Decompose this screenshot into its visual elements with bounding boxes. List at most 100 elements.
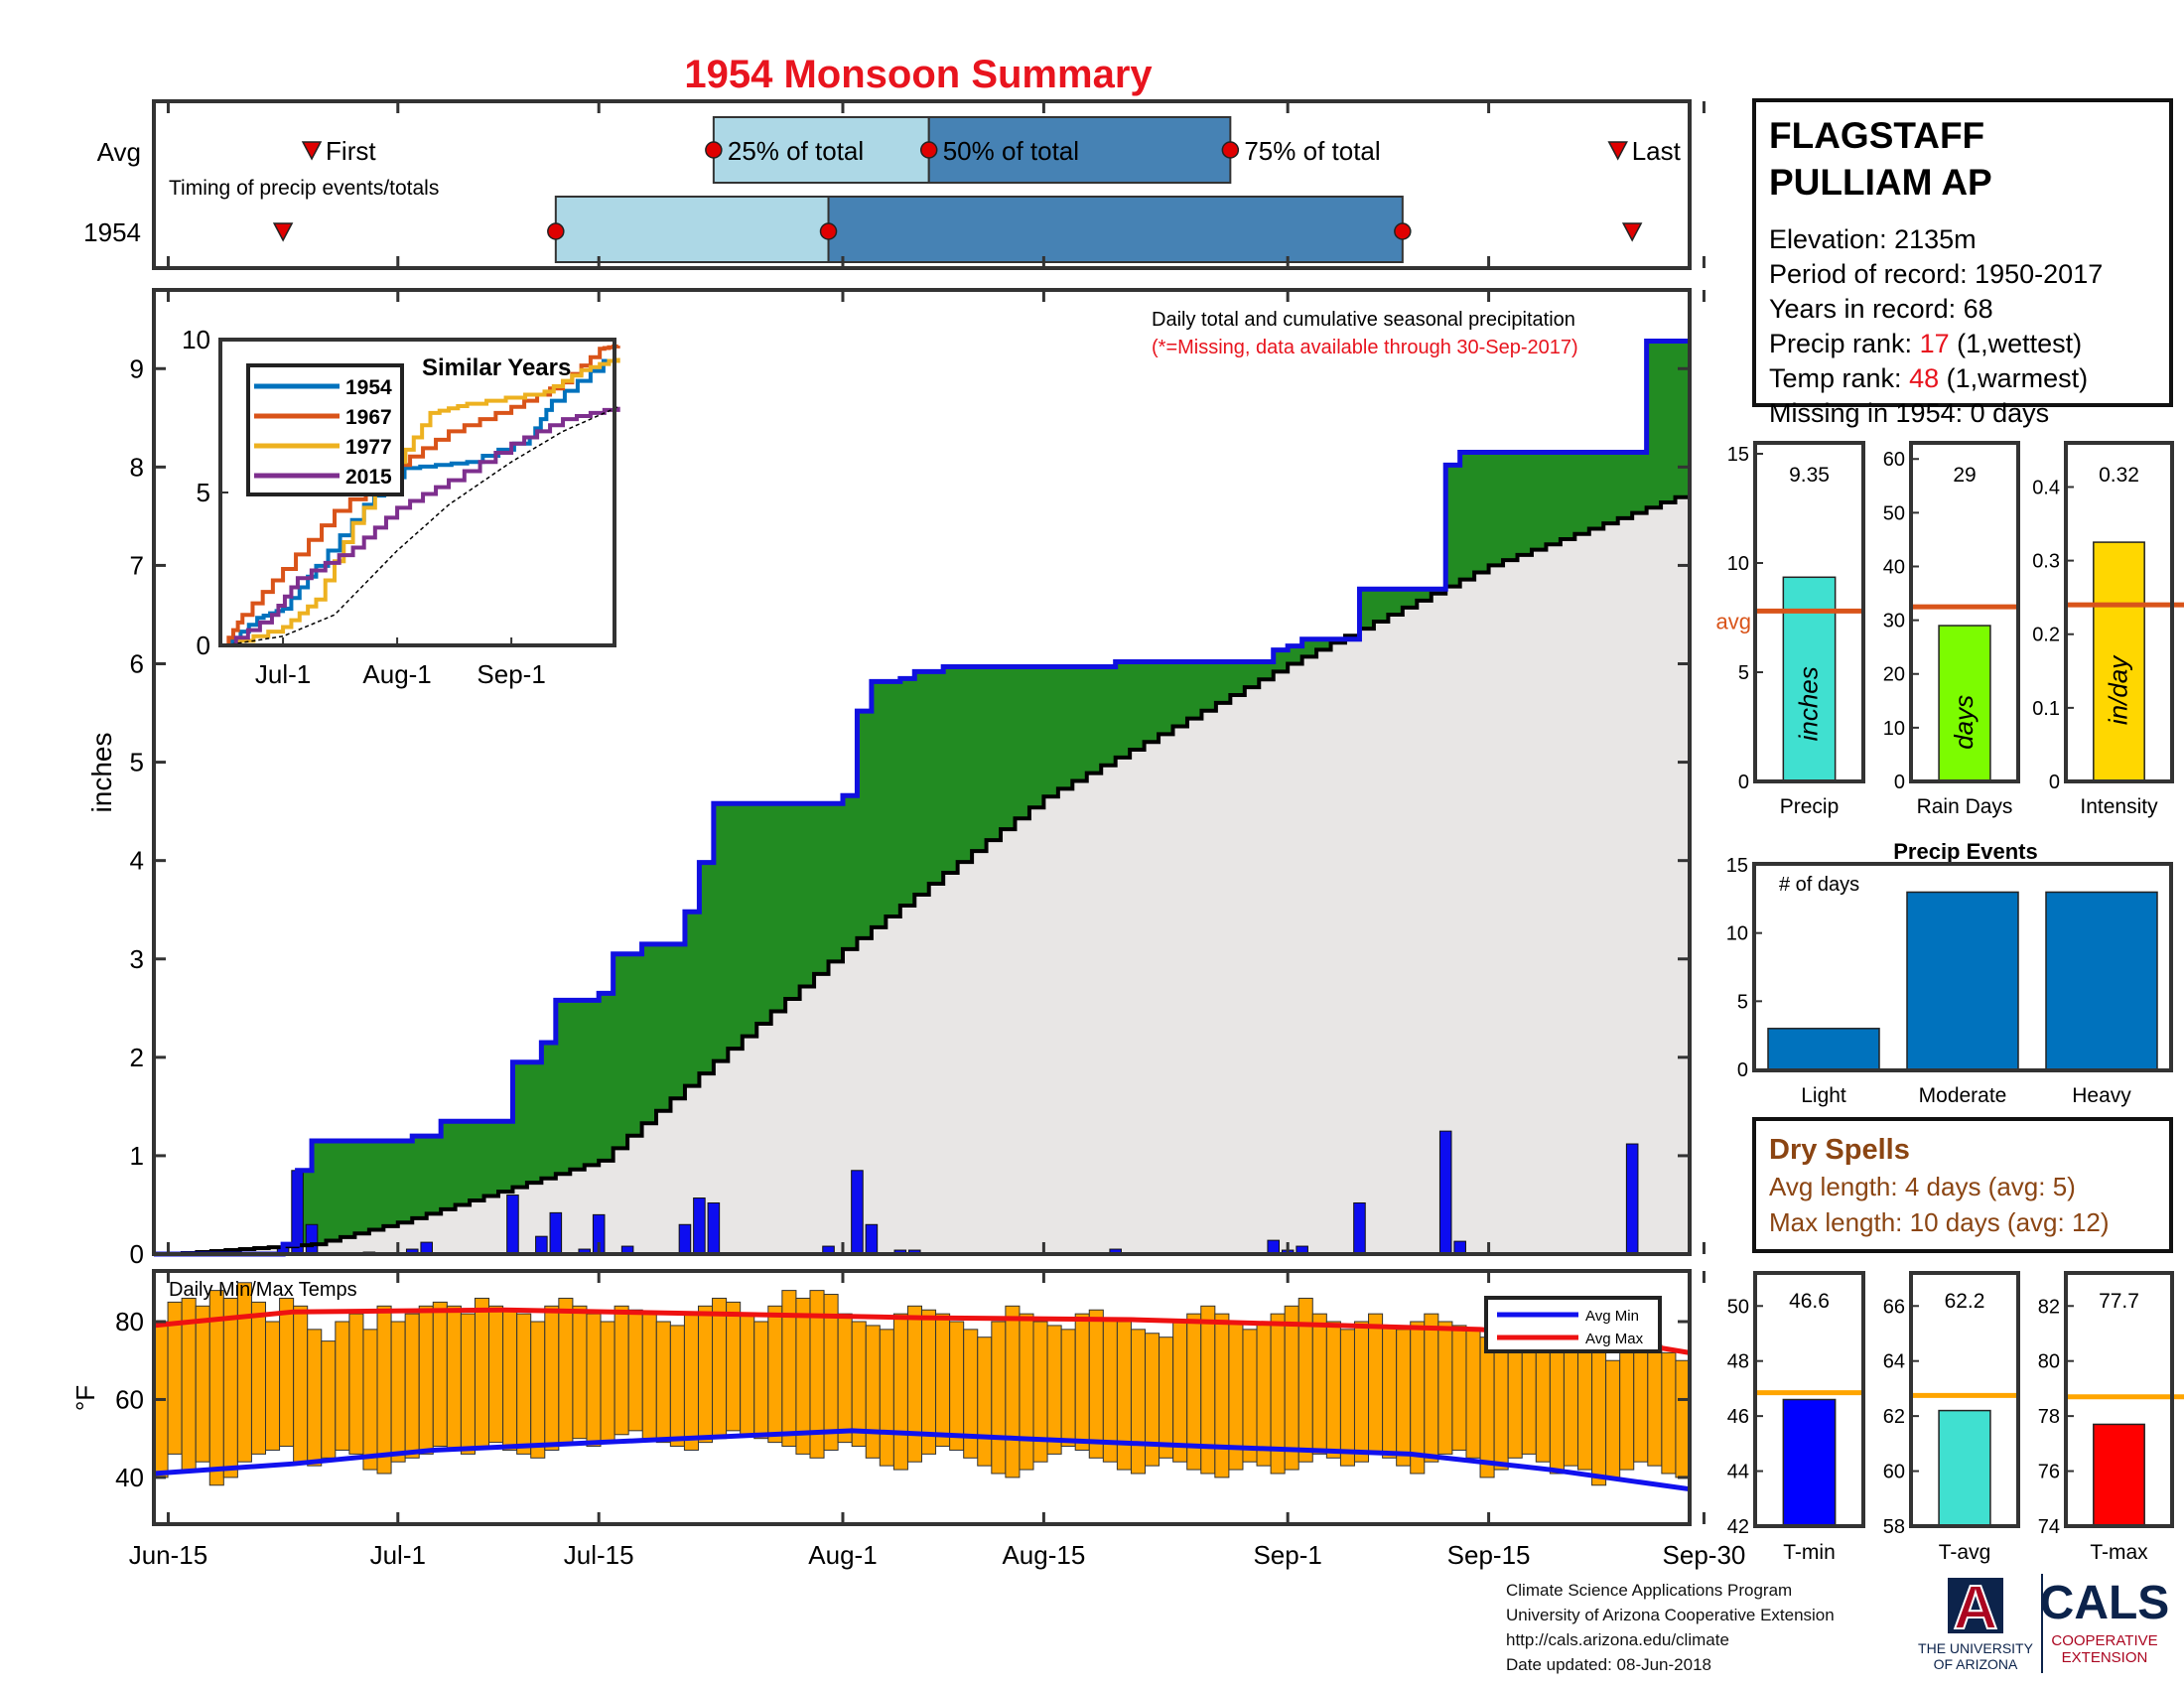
dry-spells-max: Max length: 10 days (avg: 12) — [1769, 1207, 2110, 1237]
temp-rank-value: 48 — [1909, 363, 1939, 393]
daily-temp-bar — [321, 1340, 337, 1459]
daily-precip-bar — [865, 1223, 879, 1255]
daily-precip-bar — [506, 1195, 519, 1255]
panel-ytick-label: 80 — [2038, 1351, 2060, 1373]
panel-value-label: 0.32 — [2099, 464, 2139, 487]
panel-unit-label: in/day — [2104, 654, 2133, 725]
event-category-label: Moderate — [1919, 1084, 2007, 1107]
daily-temp-bar — [236, 1282, 252, 1463]
daily-precip-bar — [1267, 1239, 1281, 1255]
panel-ytick-label: 64 — [1883, 1351, 1905, 1373]
ua-logo-bg — [1948, 1578, 2003, 1633]
avg-last-marker — [1607, 141, 1628, 161]
daily-temp-bar — [1410, 1321, 1426, 1475]
station-info-box: FLAGSTAFF PULLIAM AP Elevation: 2135m Pe… — [1752, 98, 2173, 428]
panel-unit-label: days — [1949, 695, 1979, 750]
panel-ytick-label: 60 — [1883, 449, 1905, 471]
daily-temp-bar — [949, 1321, 965, 1451]
station-frame — [1752, 98, 2173, 407]
panel-ytick-label: 40 — [1883, 556, 1905, 578]
avg-q50-marker — [919, 141, 938, 159]
year-q25-marker — [547, 222, 565, 240]
dry-spells-title: Dry Spells — [1769, 1134, 1910, 1166]
daily-precip-bar — [678, 1223, 692, 1255]
daily-temp-bar — [390, 1321, 406, 1463]
daily-temp-bar — [767, 1305, 783, 1444]
university-of-arizona-logo: A THE UNIVERSITY OF ARIZONA — [1918, 1573, 2034, 1672]
daily-temp-bar — [516, 1313, 532, 1455]
footer-line-2: University of Arizona Cooperative Extens… — [1506, 1606, 1835, 1624]
panel-ytick-label: 60 — [1883, 1462, 1905, 1483]
daily-temp-bar — [753, 1321, 769, 1440]
main-ytick-label: 2 — [130, 1043, 144, 1072]
daily-temp-bar — [1074, 1313, 1090, 1451]
date-tick-label: Sep-15 — [1447, 1540, 1531, 1570]
label-q25: 25% of total — [728, 136, 864, 166]
legend-avg-min: Avg Min — [1585, 1308, 1639, 1325]
seasonal-totals-panels: 0 5 10 15 9.35 Precip inches avg 0 10 20 30 40 50 60 29… — [1716, 441, 2184, 818]
daily-temp-bar — [1382, 1325, 1398, 1459]
inset-ytick-label: 5 — [197, 478, 210, 507]
inset-average-line — [223, 406, 619, 646]
main-ytick-label: 1 — [130, 1141, 144, 1171]
panel-category-label: Precip — [1780, 795, 1840, 818]
panel-category-label: Intensity — [2080, 795, 2158, 818]
daily-temp-bar — [1311, 1313, 1327, 1455]
daily-temp-bar — [740, 1313, 755, 1436]
daily-precip-bar — [549, 1211, 563, 1255]
panel-avg-label: avg — [1716, 609, 1751, 633]
event-bar — [2045, 891, 2158, 1070]
panel-ytick-label: 20 — [1883, 664, 1905, 686]
panel-frame — [2064, 441, 2174, 783]
daily-temp-bar — [222, 1297, 238, 1478]
daily-temp-bar — [1619, 1351, 1635, 1471]
avg-min-line — [153, 1428, 1691, 1492]
panel-ytick-label: 0 — [2049, 772, 2060, 793]
daily-temp-bar — [1060, 1329, 1076, 1448]
event-ytick-label: 10 — [1726, 923, 1748, 945]
panel-ytick-label: 0 — [1894, 772, 1905, 793]
panel-ytick-label: 46 — [1727, 1406, 1749, 1428]
daily-precip-bar — [305, 1223, 319, 1255]
daily-temp-bar — [1242, 1329, 1258, 1463]
daily-temp-bar — [446, 1305, 462, 1451]
main-note-2: (*=Missing, data available through 30-Se… — [1152, 337, 1578, 358]
daily-temp-bar — [279, 1297, 295, 1448]
daily-temp-bar — [1535, 1336, 1551, 1463]
panel-ytick-label: 0.2 — [2032, 625, 2060, 646]
events-ylabel: # of days — [1779, 874, 1859, 896]
temp-legend: Avg Min Avg Max — [1484, 1296, 1662, 1353]
events-frame — [1752, 862, 2173, 1072]
cals-wordmark: CALS — [2040, 1577, 2170, 1629]
panel-ytick-label: 62 — [1883, 1406, 1905, 1428]
panel-frame — [2064, 1271, 2174, 1528]
inset-legend: 1954 1967 1977 2015 — [246, 363, 404, 496]
avg-q50-q75-bar — [927, 116, 1232, 184]
daily-temp-bar — [1479, 1336, 1495, 1478]
temp-ytick-label: 80 — [115, 1307, 144, 1336]
date-tick-label: Aug-1 — [808, 1540, 877, 1570]
inset-line-1967 — [223, 344, 620, 647]
temp-legend-frame — [1484, 1296, 1662, 1353]
daily-temp-bar — [1549, 1344, 1565, 1475]
inset-legend-label: 1977 — [345, 436, 392, 459]
panel-ytick-label: 30 — [1883, 611, 1905, 633]
daily-precip-bar — [535, 1235, 548, 1255]
footer-credits: Climate Science Applications Program Uni… — [1506, 1581, 1835, 1674]
timing-row-label-year: 1954 — [83, 217, 141, 247]
event-category-label: Light — [1801, 1084, 1846, 1107]
inset-line-2015 — [223, 406, 620, 647]
event-bar — [1906, 891, 2019, 1070]
panel-frame — [1753, 1271, 1865, 1528]
daily-temp-bar — [614, 1305, 629, 1436]
timing-note: Timing of precip events/totals — [169, 177, 439, 200]
daily-temp-bar — [655, 1321, 671, 1444]
panel-frame — [1909, 1271, 2020, 1528]
event-category-label: Heavy — [2072, 1084, 2131, 1107]
daily-temp-bar — [1325, 1321, 1341, 1459]
date-axis: Jun-15 Jul-1 Jul-15 Aug-1 Aug-15 Sep-1 Sep-15 S… — [129, 1271, 1745, 1570]
daily-temp-bar — [1563, 1340, 1578, 1467]
event-ytick-label: 5 — [1737, 991, 1748, 1013]
panel-ytick-label: 48 — [1727, 1351, 1749, 1373]
